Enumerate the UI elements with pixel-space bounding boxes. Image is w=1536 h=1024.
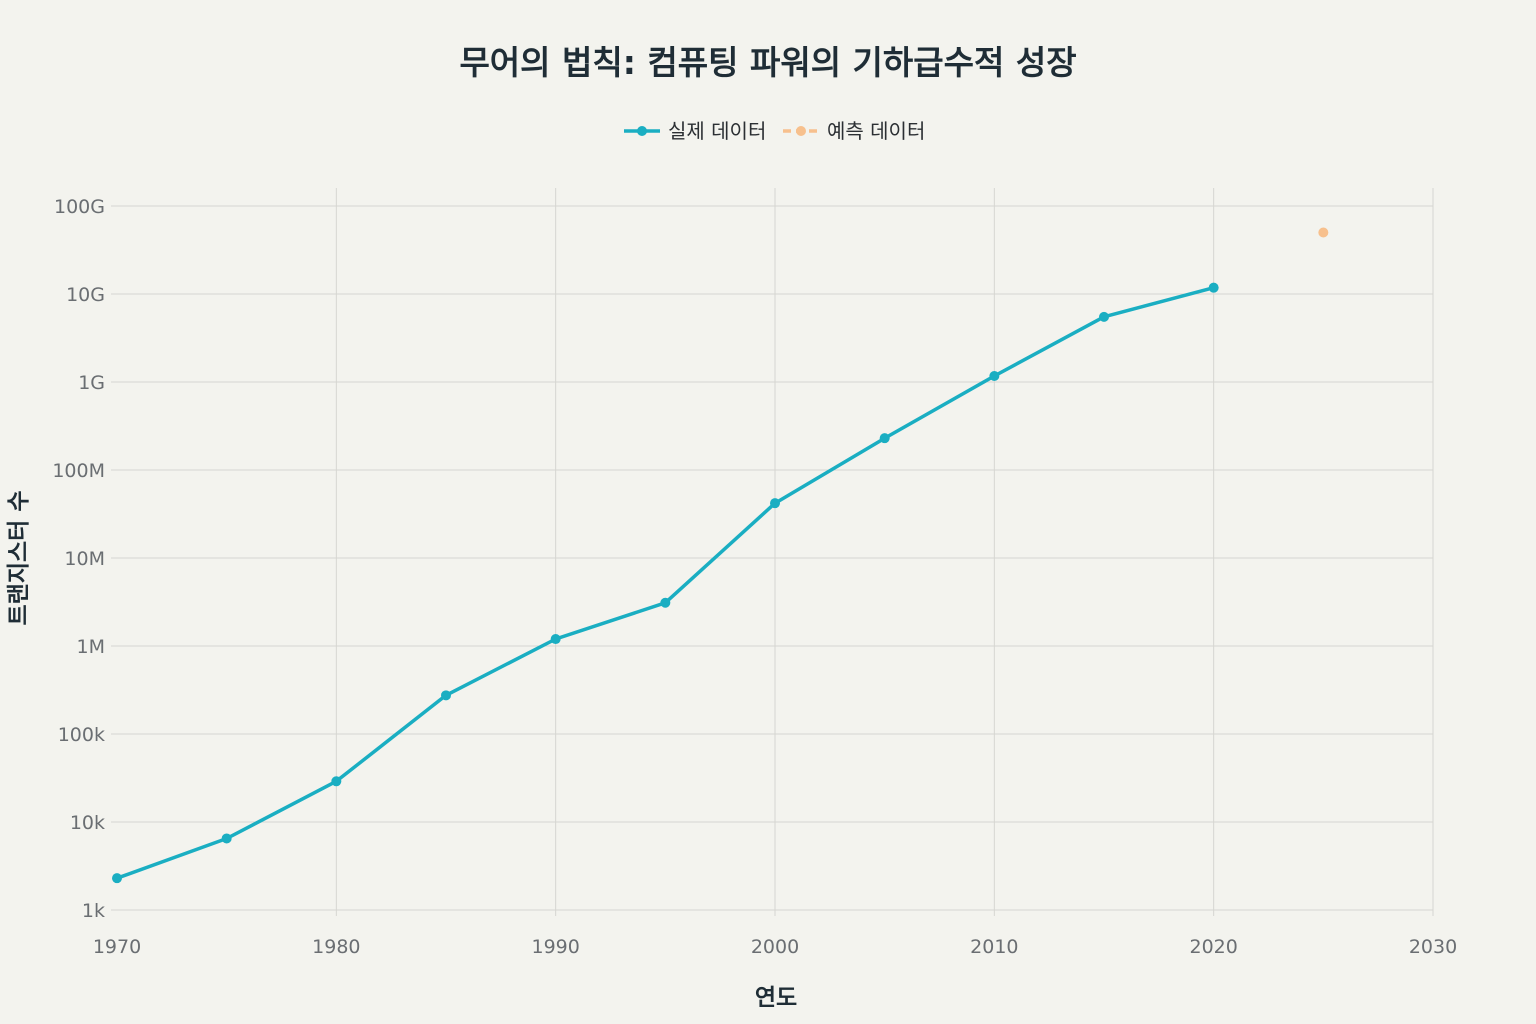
series-line-0 — [115, 285, 1216, 880]
legend-item-actual[interactable]: 실제 데이터 — [624, 119, 766, 143]
x-tick-label: 1980 — [312, 936, 360, 958]
data-point-0-1985[interactable] — [441, 690, 451, 701]
grid — [111, 188, 1434, 916]
x-tick-label: 1970 — [93, 936, 141, 958]
data-point-0-1970[interactable] — [112, 873, 122, 884]
x-axis-ticks: 1970 1980 1990 2000 2010 2020 2030 — [93, 936, 1457, 958]
data-point-0-2005[interactable] — [879, 433, 890, 444]
y-tick-label: 10k — [70, 812, 105, 834]
data-point-0-2000[interactable] — [770, 498, 780, 509]
data-point-0-1975[interactable] — [221, 833, 232, 844]
y-tick-label: 10G — [66, 284, 105, 306]
y-tick-label: 1k — [82, 900, 105, 922]
legend-item-predicted[interactable]: 예측 데이터 — [783, 119, 925, 143]
legend: 실제 데이터 예측 데이터 — [624, 119, 925, 143]
y-tick-label: 10M — [64, 548, 105, 570]
x-tick-label: 2000 — [751, 936, 799, 958]
data-point-0-1980[interactable] — [331, 776, 342, 787]
data-point-0-1995[interactable] — [660, 597, 671, 608]
y-tick-label: 1G — [78, 372, 105, 394]
x-tick-label: 2030 — [1409, 936, 1457, 958]
x-tick-label: 1990 — [531, 936, 579, 958]
y-axis-title: 트랜지스터 수 — [6, 491, 32, 626]
legend-label-actual: 실제 데이터 — [668, 119, 766, 143]
x-axis-title: 연도 — [755, 985, 797, 1011]
data-point-0-2010[interactable] — [989, 370, 1000, 381]
plot-area — [112, 227, 1329, 884]
y-axis-ticks: 1k 10k 100k 1M 10M 100M 1G 10G 100G — [52, 196, 105, 922]
y-tick-label: 100G — [54, 196, 105, 218]
data-point-0-2020[interactable] — [1208, 282, 1219, 293]
x-tick-label: 2020 — [1189, 936, 1237, 958]
y-tick-label: 1M — [77, 636, 105, 658]
data-point-0-2015[interactable] — [1099, 311, 1109, 322]
data-point-0-1990[interactable] — [550, 634, 561, 645]
legend-marker-predicted — [796, 126, 806, 136]
x-tick-label: 2010 — [970, 936, 1018, 958]
legend-marker-actual — [637, 126, 647, 136]
legend-label-predicted: 예측 데이터 — [827, 119, 925, 143]
y-tick-label: 100k — [58, 724, 105, 746]
chart-title: 무어의 법칙: 컴퓨팅 파워의 기하급수적 성장 — [459, 43, 1076, 82]
y-tick-label: 100M — [52, 460, 105, 482]
data-point-1-2025[interactable] — [1318, 227, 1329, 238]
